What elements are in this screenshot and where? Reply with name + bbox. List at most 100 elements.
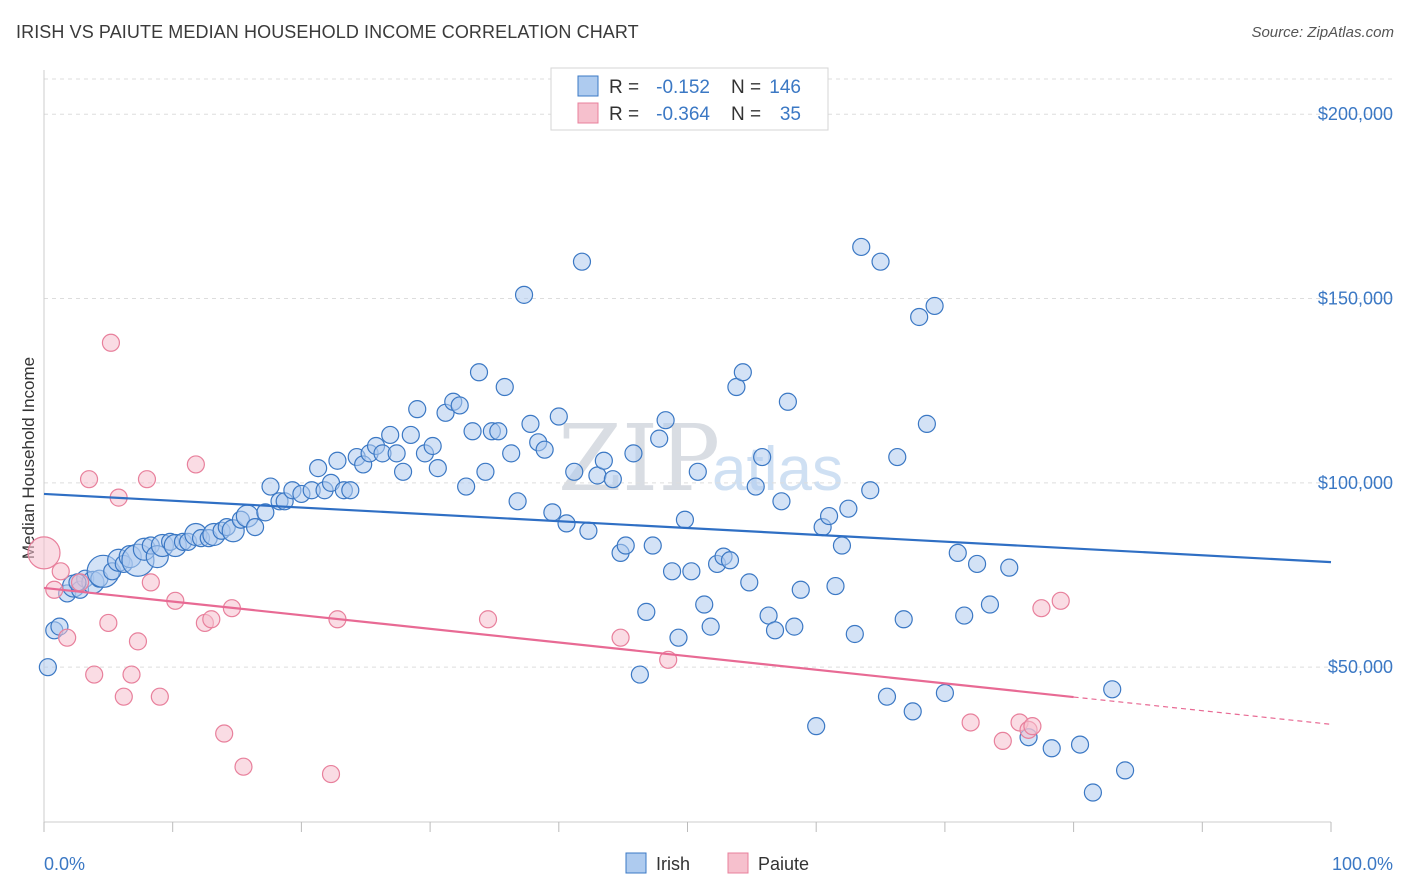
irish-point (261, 477, 280, 496)
paiute-points (27, 333, 1070, 784)
paiute-point (150, 687, 169, 706)
irish-point (630, 665, 649, 684)
source-note: Source: ZipAtlas.com (1251, 24, 1394, 41)
irish-point (245, 517, 265, 537)
irish-point (565, 462, 584, 481)
irish-point (675, 510, 695, 529)
irish-point (495, 377, 514, 397)
irish-point (967, 554, 987, 574)
paiute-point (186, 455, 205, 474)
paiute-point (27, 536, 61, 570)
legend-r-value-irish: -0.152 (656, 77, 710, 98)
y-tick-label: $50,000 (1328, 657, 1393, 677)
irish-point (720, 551, 740, 570)
irish-point (463, 422, 482, 441)
irish-point (740, 573, 759, 592)
irish-point (746, 477, 765, 496)
irish-point (579, 521, 598, 540)
legend-n-label-paiute: N = (731, 104, 761, 125)
irish-point (38, 658, 57, 677)
y-tick-label: $150,000 (1318, 289, 1393, 309)
legend-r-value-paiute: -0.364 (656, 104, 710, 125)
irish-point (688, 462, 707, 481)
irish-point (489, 422, 508, 441)
irish-point (839, 499, 858, 518)
irish-point (695, 595, 714, 614)
irish-point (502, 444, 521, 463)
irish-point (871, 252, 890, 271)
irish-point (469, 363, 489, 382)
irish-point (948, 543, 967, 563)
irish-point (341, 481, 360, 500)
irish-point (328, 451, 347, 470)
paiute-point (122, 665, 141, 684)
correlation-legend: R = -0.152 N = 146 R = -0.364 N = 35 (550, 67, 829, 131)
irish-point (656, 411, 675, 430)
legend-n-label-irish: N = (731, 77, 761, 98)
watermark-atlas: atlas (712, 435, 843, 504)
bottom-legend-swatch-irish (625, 852, 647, 874)
x-ticks (43, 822, 1332, 832)
bottom-legend-label-paiute: Paiute (758, 854, 809, 874)
irish-point (807, 717, 826, 736)
paiute-trend-line-extension (1073, 696, 1332, 725)
paiute-point (137, 470, 157, 489)
legend-n-value-paiute: 35 (780, 104, 801, 125)
paiute-point (611, 628, 630, 647)
irish-point (521, 414, 540, 433)
irish-point (877, 687, 897, 706)
trend-lines (43, 492, 1332, 725)
irish-point (457, 477, 476, 496)
paiute-point (141, 573, 160, 592)
paiute-point (51, 562, 70, 581)
paiute-point (993, 731, 1012, 751)
irish-point (852, 237, 871, 257)
irish-point (765, 621, 785, 640)
irish-point (662, 562, 682, 581)
irish-point (624, 444, 643, 463)
irish-point (423, 436, 442, 456)
irish-point (701, 617, 720, 636)
irish-point (428, 459, 447, 478)
irish-point (1000, 558, 1019, 577)
irish-point (888, 447, 907, 467)
paiute-point (961, 713, 980, 732)
irish-point (832, 536, 852, 555)
paiute-point (215, 724, 234, 743)
paiute-point (234, 757, 253, 776)
legend-n-value-irish: 146 (769, 77, 801, 98)
y-tick-label: $200,000 (1318, 104, 1393, 124)
irish-point (980, 595, 1000, 614)
irish-point (1042, 739, 1061, 758)
y-tick-label: $100,000 (1318, 473, 1393, 493)
paiute-point (478, 610, 498, 629)
irish-point (917, 414, 936, 433)
paiute-point (58, 628, 77, 647)
bottom-legend-swatch-paiute (727, 852, 749, 874)
bottom-legend-label-irish: Irish (656, 854, 690, 874)
irish-point (572, 252, 592, 271)
irish-point (393, 462, 413, 481)
irish-point (508, 492, 527, 511)
gridlines (44, 78, 1393, 668)
irish-point (603, 470, 622, 489)
irish-point (637, 602, 656, 621)
irish-point (650, 429, 669, 448)
paiute-point (128, 632, 148, 651)
irish-point (753, 447, 772, 467)
irish-point (616, 536, 635, 555)
irish-point (549, 407, 568, 426)
paiute-point (321, 764, 341, 784)
irish-point (772, 492, 791, 511)
irish-point (401, 425, 420, 445)
irish-point (935, 683, 955, 703)
irish-point (1115, 761, 1135, 780)
x-tick-label-min: 0.0% (44, 854, 85, 874)
irish-point (594, 451, 613, 470)
chart-title: IRISH VS PAIUTE MEDIAN HOUSEHOLD INCOME … (16, 22, 639, 42)
irish-point (682, 562, 701, 581)
paiute-point (1032, 599, 1051, 618)
x-tick-label-max: 100.0% (1332, 854, 1393, 874)
irish-point (733, 363, 752, 382)
